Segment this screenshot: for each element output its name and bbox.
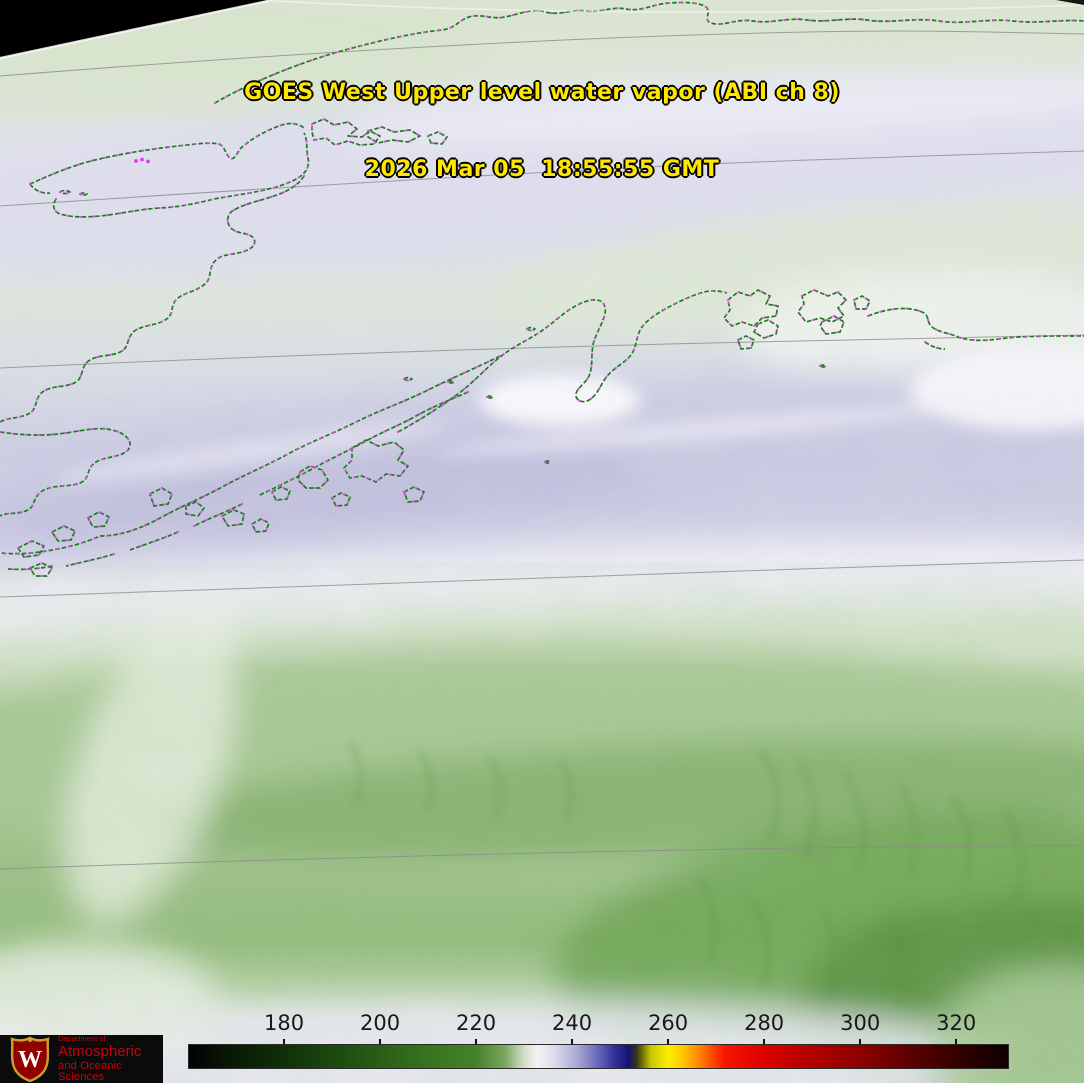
logo-text: Department of Atmospheric and Oceanic Sc… (58, 1035, 163, 1083)
uw-crest: W (10, 1036, 50, 1082)
colorbar-label: 200 (359, 1011, 401, 1035)
colorbar-label: 180 (263, 1011, 305, 1035)
logo-line-3: and Oceanic Sciences (58, 1060, 122, 1083)
colorbar-label: 300 (840, 1011, 881, 1035)
colorbar-tick (955, 1039, 958, 1044)
colorbar-tick (475, 1039, 478, 1044)
colorbar-label: 320 (936, 1011, 977, 1035)
image-title: GOES West Upper level water vapor (ABI c… (244, 29, 840, 233)
title-line-2: 2026 Mar 05 18:55:55 GMT (364, 156, 720, 182)
colorbar-label: 260 (648, 1011, 689, 1035)
colorbar-tick (859, 1039, 862, 1044)
colorbar-label: 240 (552, 1011, 593, 1035)
title-line-1: GOES West Upper level water vapor (ABI c… (244, 80, 840, 106)
colorbar-gradient (188, 1044, 1009, 1069)
uw-aos-logo: W Department of Atmospheric and Oceanic … (0, 1035, 163, 1083)
colorbar-tick (283, 1039, 286, 1044)
logo-line-2: Atmospheric (58, 1043, 142, 1061)
crest-letter: W (18, 1047, 42, 1073)
logo-line-1: Department of (58, 1033, 106, 1043)
colorbar-label: 280 (744, 1011, 785, 1035)
colorbar-tick (571, 1039, 574, 1044)
colorbar-tick (379, 1039, 382, 1044)
colorbar-tick (667, 1039, 670, 1044)
colorbar-label: 220 (456, 1011, 497, 1035)
scan-edge-wedge (0, 0, 1084, 60)
cloud-streaks (348, 740, 1025, 1007)
station-markers (134, 157, 150, 164)
colorbar-tick (763, 1039, 766, 1044)
colorbar: 180 200 220 240 260 280 300 320 (188, 1012, 1009, 1070)
